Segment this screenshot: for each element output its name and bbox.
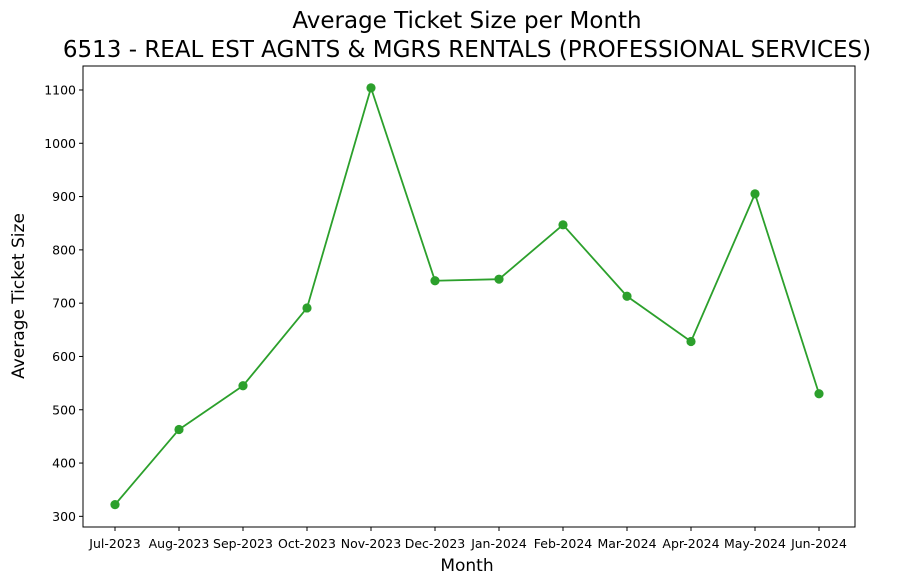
x-tick-label: Apr-2024 <box>662 536 719 551</box>
data-point <box>430 276 440 286</box>
series-line <box>114 86 820 506</box>
y-axis-label: Average Ticket Size <box>9 213 29 379</box>
data-point <box>558 220 568 230</box>
y-tick-label: 800 <box>52 242 76 257</box>
series-layer <box>110 83 824 510</box>
data-point <box>366 83 376 93</box>
y-tick-label: 900 <box>52 189 76 204</box>
y-axis-ticks: 300 400 500 600 700 800 900 1000 1100 <box>44 82 83 524</box>
data-point <box>622 291 632 301</box>
data-point <box>302 303 312 313</box>
data-point <box>750 189 760 199</box>
x-axis-ticks: Jul-2023 Aug-2023 Sep-2023 Oct-2023 Nov-2023… <box>88 527 847 551</box>
data-point <box>686 336 696 347</box>
y-tick-label: 1100 <box>44 82 76 97</box>
y-tick-label: 1000 <box>44 136 76 151</box>
x-axis-label: Month <box>440 556 493 576</box>
y-tick-label: 700 <box>52 296 76 311</box>
x-tick-label: May-2024 <box>724 536 786 551</box>
plot-area-frame <box>82 65 856 528</box>
y-tick-label: 500 <box>52 402 76 417</box>
x-tick-label: Sep-2023 <box>213 536 273 551</box>
data-point <box>174 424 184 435</box>
data-point <box>110 500 120 510</box>
data-point <box>814 389 824 399</box>
y-tick-label: 600 <box>52 349 76 364</box>
y-tick-label: 400 <box>52 456 76 471</box>
data-point <box>494 274 504 284</box>
chart-subtitle: 6513 - REAL EST AGNTS & MGRS RENTALS (PR… <box>63 37 871 63</box>
y-tick-label: 300 <box>52 509 76 524</box>
x-tick-label: Nov-2023 <box>341 536 401 551</box>
x-tick-label: Aug-2023 <box>149 536 210 551</box>
x-tick-label: Oct-2023 <box>278 536 336 551</box>
x-tick-label: Jan-2024 <box>470 536 527 551</box>
x-tick-label: Mar-2024 <box>597 536 656 551</box>
data-point <box>238 381 248 391</box>
x-tick-label: Feb-2024 <box>534 536 593 551</box>
x-tick-label: Jun-2024 <box>790 536 847 551</box>
x-tick-label: Dec-2023 <box>405 536 466 551</box>
chart-title: Average Ticket Size per Month <box>292 8 641 34</box>
x-tick-label: Jul-2023 <box>88 536 140 551</box>
